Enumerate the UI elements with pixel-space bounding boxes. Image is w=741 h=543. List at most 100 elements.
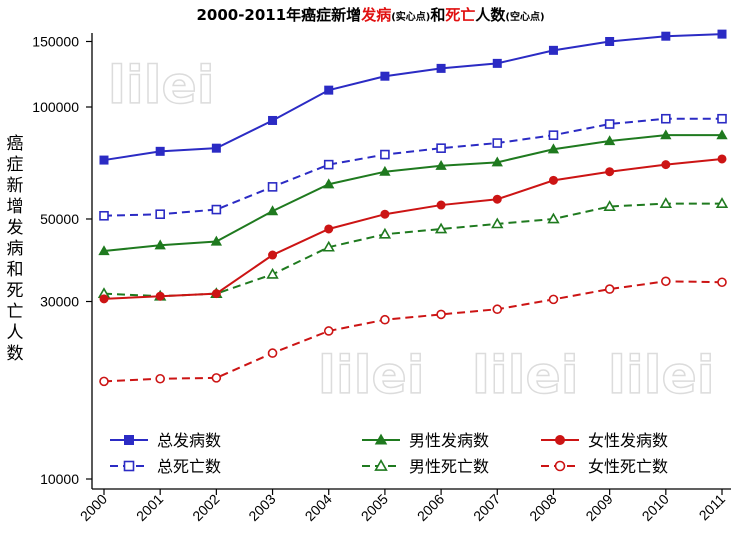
data-point <box>154 239 166 250</box>
y-tick-label: 10000 <box>40 471 79 487</box>
series-2 <box>98 129 728 256</box>
x-ticks: 2000 2001 2002 2003 2004 2005 2006 2007 2008 2009… <box>77 489 728 524</box>
data-point <box>717 113 727 124</box>
data-point <box>211 143 221 153</box>
data-point <box>211 289 221 299</box>
data-point <box>491 217 504 229</box>
data-point <box>435 159 447 170</box>
data-point <box>659 197 672 208</box>
data-point <box>492 194 502 204</box>
x-tick-label: 2002 <box>189 491 222 524</box>
series-lines <box>97 29 729 387</box>
title-part: 死亡 <box>445 6 476 24</box>
x-tick-label: 2006 <box>414 491 447 524</box>
data-point <box>661 31 671 41</box>
data-point <box>436 143 446 153</box>
watermark-text: lilei <box>318 346 425 406</box>
data-point <box>374 458 388 471</box>
y-axis-label: 癌症新增发病和死亡人数 <box>6 134 24 364</box>
data-point <box>605 167 615 177</box>
chart-title: 2000-2011年癌症新增发病(实心点)和死亡人数(空心点) <box>0 4 741 25</box>
legend-label: 男性死亡数 <box>409 457 489 476</box>
watermark-group: lilei lilei lilei lilei <box>107 55 715 407</box>
data-point <box>322 240 335 252</box>
series-5 <box>99 276 727 387</box>
data-point <box>554 460 566 472</box>
data-point <box>434 222 448 234</box>
series-line <box>103 202 722 298</box>
data-point <box>717 277 727 288</box>
legend-item: 男性死亡数 <box>362 457 489 476</box>
x-tick-label: 2008 <box>526 491 559 524</box>
x-tick-label: 2009 <box>582 491 615 524</box>
data-point <box>323 159 334 170</box>
data-point <box>267 348 278 358</box>
data-point <box>98 245 110 256</box>
x-tick-label: 2000 <box>77 491 110 524</box>
title-part: (空心点) <box>505 12 545 23</box>
data-point <box>548 175 558 185</box>
data-point <box>155 209 165 220</box>
data-point <box>211 204 222 215</box>
data-point <box>436 309 446 320</box>
data-point <box>99 376 109 387</box>
y-tick-label: 100000 <box>32 99 79 115</box>
x-tick-label: 2001 <box>133 491 166 524</box>
legend-item: 总发病数 <box>110 431 221 450</box>
series-1 <box>99 113 727 221</box>
title-part: 2000-2011年癌症新增 <box>196 6 362 24</box>
data-point <box>715 197 729 208</box>
data-point <box>210 235 223 246</box>
data-point <box>211 373 222 383</box>
data-point <box>717 29 727 39</box>
title-part: 和 <box>430 6 446 24</box>
legend-label: 总死亡数 <box>157 457 221 476</box>
data-point <box>123 460 135 472</box>
x-tick-label: 2004 <box>302 491 335 524</box>
data-point <box>266 205 279 216</box>
y-tick-label: 150000 <box>32 33 79 49</box>
data-point <box>266 267 279 279</box>
legend-label: 总发病数 <box>157 431 221 450</box>
data-point <box>492 138 503 148</box>
x-tick-label: 2007 <box>470 491 503 524</box>
data-point <box>660 129 672 140</box>
legend-item: 男性发病数 <box>362 431 489 450</box>
data-point <box>603 200 616 211</box>
data-point <box>323 178 335 189</box>
data-point <box>491 156 503 167</box>
x-tick-label: 2003 <box>245 491 278 524</box>
data-point <box>436 63 446 73</box>
series-line <box>103 157 723 300</box>
data-point <box>604 284 615 294</box>
y-tick-label: 30000 <box>40 294 79 310</box>
data-point <box>324 85 334 95</box>
data-point <box>155 373 165 384</box>
series-4 <box>99 154 727 304</box>
x-tick-label: 2005 <box>358 491 391 524</box>
data-point <box>380 71 390 81</box>
data-point <box>661 113 671 124</box>
data-point <box>267 182 278 192</box>
legend-item: 总死亡数 <box>110 457 221 476</box>
data-point <box>380 209 390 219</box>
data-point <box>99 294 109 304</box>
data-point <box>661 160 671 170</box>
data-point <box>155 146 165 156</box>
data-point <box>661 276 671 287</box>
data-point <box>378 227 392 239</box>
data-point <box>547 143 560 154</box>
data-point <box>492 304 503 315</box>
series-line <box>103 280 723 383</box>
watermark-text: lilei <box>108 56 215 116</box>
data-point <box>99 210 109 221</box>
data-point <box>548 45 558 55</box>
y-tick-label: 50000 <box>40 211 79 227</box>
data-point <box>124 435 134 445</box>
series-line <box>103 117 722 217</box>
data-point <box>374 433 388 445</box>
data-point <box>548 294 559 305</box>
legend-label: 女性死亡数 <box>588 457 668 476</box>
